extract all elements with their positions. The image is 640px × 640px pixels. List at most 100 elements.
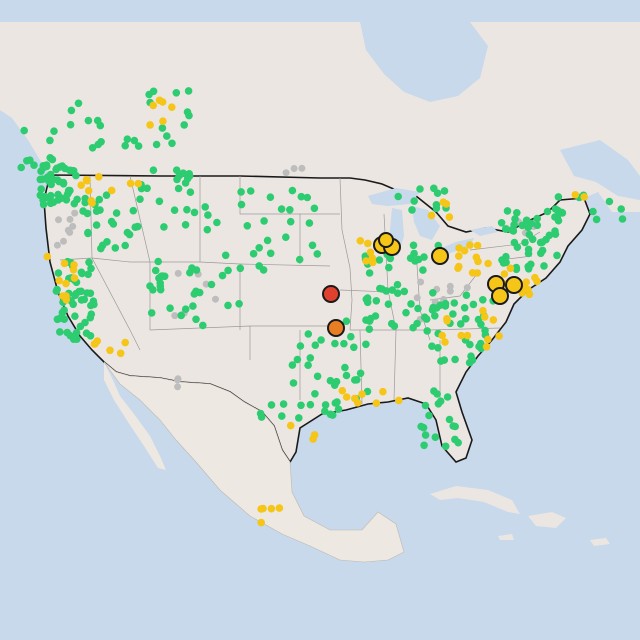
moderate-sensor-marker[interactable] [366, 248, 375, 257]
moderate-sensor-marker[interactable] [88, 199, 96, 207]
good-sensor-marker[interactable] [86, 313, 95, 322]
good-sensor-marker[interactable] [136, 195, 144, 203]
good-sensor-marker[interactable] [125, 230, 134, 239]
no-data-sensor-marker[interactable] [413, 294, 421, 302]
good-sensor-marker[interactable] [266, 193, 275, 201]
good-sensor-marker[interactable] [443, 393, 452, 401]
good-sensor-marker[interactable] [96, 121, 105, 130]
good-sensor-marker[interactable] [451, 435, 459, 444]
good-sensor-marker[interactable] [477, 320, 485, 329]
moderate-sensor-marker[interactable] [121, 338, 129, 347]
good-sensor-marker[interactable] [289, 379, 298, 387]
good-sensor-marker[interactable] [341, 363, 349, 372]
good-sensor-marker[interactable] [304, 330, 313, 338]
moderate-sensor-marker[interactable] [480, 313, 489, 321]
good-sensor-marker[interactable] [237, 188, 245, 196]
good-sensor-marker[interactable] [46, 136, 54, 145]
moderate-sensor-marker[interactable] [159, 117, 167, 125]
good-sensor-marker[interactable] [425, 411, 433, 420]
good-sensor-marker[interactable] [286, 217, 295, 226]
no-data-sensor-marker[interactable] [53, 241, 61, 249]
good-sensor-marker[interactable] [420, 441, 428, 450]
good-sensor-marker[interactable] [393, 289, 402, 298]
good-sensor-marker[interactable] [468, 356, 477, 364]
good-sensor-marker[interactable] [37, 185, 45, 193]
good-sensor-marker[interactable] [362, 340, 370, 349]
moderate-sensor-marker[interactable] [531, 273, 539, 282]
good-sensor-marker[interactable] [313, 250, 322, 258]
good-sensor-marker[interactable] [50, 127, 58, 135]
good-sensor-marker[interactable] [414, 304, 422, 313]
good-sensor-marker[interactable] [204, 211, 212, 219]
good-sensor-marker[interactable] [149, 166, 158, 174]
moderate-sensor-marker[interactable] [310, 431, 319, 439]
moderate-sensor-marker[interactable] [500, 270, 509, 278]
good-sensor-marker[interactable] [112, 209, 121, 217]
moderate-sensor-marker[interactable] [455, 252, 463, 260]
moderate-sensor-marker[interactable] [43, 252, 52, 261]
good-sensor-marker[interactable] [321, 407, 329, 416]
good-sensor-marker[interactable] [503, 207, 512, 215]
alert-markers[interactable] [322, 232, 523, 337]
moderate-sensor-marker[interactable] [83, 176, 91, 185]
good-sensor-marker[interactable] [20, 126, 29, 135]
good-sensor-marker[interactable] [237, 200, 246, 209]
good-sensor-marker[interactable] [417, 422, 425, 431]
good-sensor-marker[interactable] [184, 87, 193, 95]
good-sensor-marker[interactable] [180, 121, 188, 129]
good-sensor-marker[interactable] [296, 342, 305, 350]
good-sensor-marker[interactable] [400, 287, 409, 296]
good-sensor-marker[interactable] [257, 413, 266, 421]
good-sensor-marker[interactable] [293, 355, 302, 364]
good-sensor-marker[interactable] [461, 315, 470, 323]
good-sensor-marker[interactable] [533, 214, 541, 223]
moderate-sensor-marker[interactable] [354, 399, 362, 407]
good-sensor-marker[interactable] [260, 217, 268, 225]
good-sensor-marker[interactable] [158, 124, 167, 132]
good-sensor-marker[interactable] [255, 244, 263, 252]
good-sensor-marker[interactable] [181, 221, 190, 229]
good-sensor-marker[interactable] [69, 300, 77, 309]
no-data-sensor-marker[interactable] [69, 222, 77, 230]
good-sensor-marker[interactable] [321, 401, 330, 409]
good-sensor-marker[interactable] [353, 376, 361, 384]
good-sensor-marker[interactable] [48, 155, 57, 164]
moderate-sensor-marker[interactable] [395, 396, 403, 405]
good-sensor-marker[interactable] [163, 132, 171, 140]
alert-marker-chicago-3[interactable] [378, 232, 394, 248]
good-sensor-marker[interactable] [149, 87, 158, 96]
moderate-sensor-marker[interactable] [356, 237, 365, 245]
good-sensor-marker[interactable] [304, 361, 312, 370]
good-sensor-marker[interactable] [263, 236, 272, 245]
no-data-sensor-marker[interactable] [446, 282, 454, 290]
good-sensor-marker[interactable] [75, 287, 83, 296]
good-sensor-marker[interactable] [326, 410, 335, 419]
good-sensor-marker[interactable] [429, 289, 437, 297]
good-sensor-marker[interactable] [17, 163, 26, 172]
good-sensor-marker[interactable] [553, 251, 561, 260]
good-sensor-marker[interactable] [67, 166, 76, 175]
moderate-sensor-marker[interactable] [482, 343, 491, 351]
good-sensor-marker[interactable] [297, 192, 306, 201]
good-sensor-marker[interactable] [308, 241, 317, 250]
good-sensor-marker[interactable] [432, 204, 441, 213]
no-data-sensor-marker[interactable] [282, 169, 290, 177]
moderate-sensor-marker[interactable] [146, 121, 154, 129]
moderate-sensor-marker[interactable] [438, 331, 447, 340]
moderate-sensor-marker[interactable] [506, 264, 515, 273]
good-sensor-marker[interactable] [390, 322, 399, 330]
good-sensor-marker[interactable] [30, 161, 38, 169]
moderate-sensor-marker[interactable] [455, 262, 463, 271]
good-sensor-marker[interactable] [501, 225, 510, 233]
good-sensor-marker[interactable] [441, 302, 450, 310]
good-sensor-marker[interactable] [295, 255, 304, 264]
good-sensor-marker[interactable] [259, 266, 268, 274]
good-sensor-marker[interactable] [524, 245, 533, 254]
good-sensor-marker[interactable] [365, 325, 374, 334]
good-sensor-marker[interactable] [311, 341, 320, 350]
good-sensor-marker[interactable] [618, 215, 627, 223]
good-sensor-marker[interactable] [306, 400, 315, 409]
good-sensor-marker[interactable] [605, 197, 614, 206]
good-sensor-marker[interactable] [512, 265, 521, 274]
